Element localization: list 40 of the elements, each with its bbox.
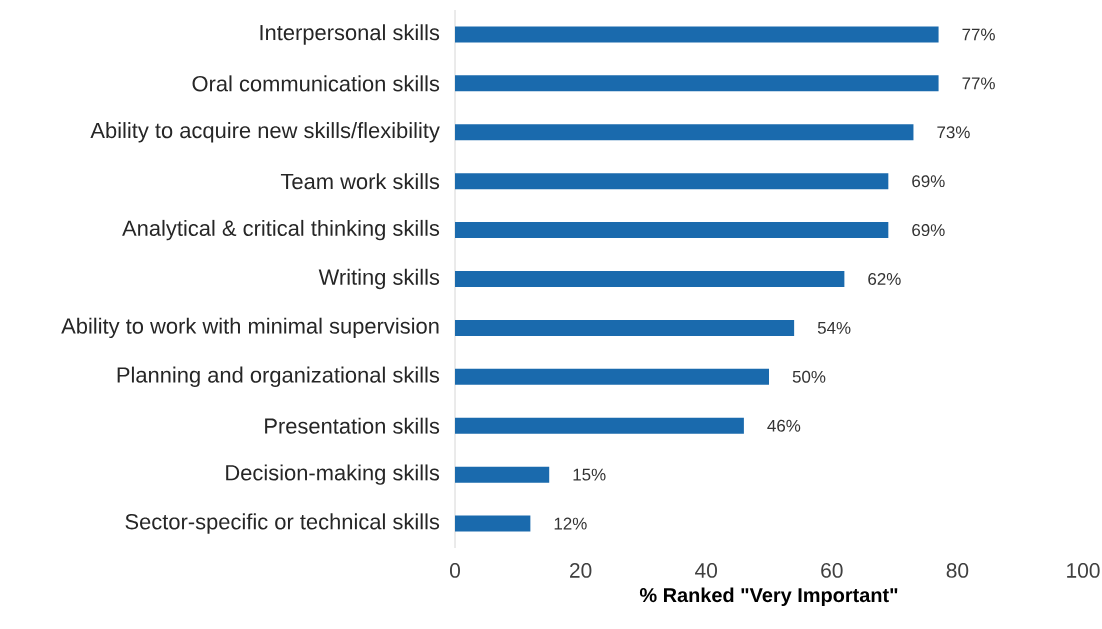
y-tick-label: Presentation skills — [265, 417, 440, 434]
y-tick-label: Oral communication skills — [192, 75, 440, 92]
bar — [455, 271, 845, 288]
x-axis-title: % Ranked "Very Important" — [639, 587, 898, 607]
data-label: 12% — [554, 517, 587, 530]
y-tick-label: Planning and organizational skills — [117, 366, 440, 388]
x-tick-label: 60 — [821, 563, 843, 578]
bar — [455, 417, 744, 434]
x-tick-label: 100 — [1067, 563, 1100, 578]
y-tick-label: Ability to work with minimal supervision — [61, 317, 439, 339]
y-tick-label: Decision-making skills — [226, 464, 440, 485]
data-label: 69% — [912, 175, 945, 188]
y-tick-label: Sector-specific or technical skills — [125, 513, 440, 534]
data-label: 69% — [912, 224, 945, 237]
data-label: 50% — [792, 370, 826, 383]
y-tick-label: Writing skills — [318, 268, 440, 290]
bar — [455, 319, 795, 336]
x-tick-label: 80 — [946, 563, 969, 578]
data-label: 77% — [962, 28, 995, 41]
data-label: 46% — [767, 419, 801, 432]
y-tick-label: Team work skills — [280, 173, 440, 190]
data-label: 73% — [937, 126, 970, 139]
y-tick-label: Ability to acquire new skills/flexibility — [90, 122, 440, 143]
x-tick-label: 40 — [695, 563, 718, 578]
bar — [455, 124, 914, 141]
data-label: 54% — [817, 321, 851, 334]
bar — [455, 222, 889, 239]
bar — [455, 26, 939, 43]
bar — [455, 466, 550, 483]
data-label: 62% — [868, 273, 901, 285]
data-label: 15% — [573, 468, 606, 481]
data-label: 77% — [962, 77, 995, 90]
x-tick-label: 20 — [570, 563, 592, 578]
y-tick-label: Interpersonal skills — [260, 24, 440, 45]
bar — [455, 75, 939, 92]
bar — [455, 368, 770, 385]
bar — [455, 173, 889, 190]
bar — [455, 515, 531, 532]
y-tick-label: Analytical & critical thinking skills — [122, 219, 440, 241]
x-tick-label: 0 — [450, 563, 460, 578]
